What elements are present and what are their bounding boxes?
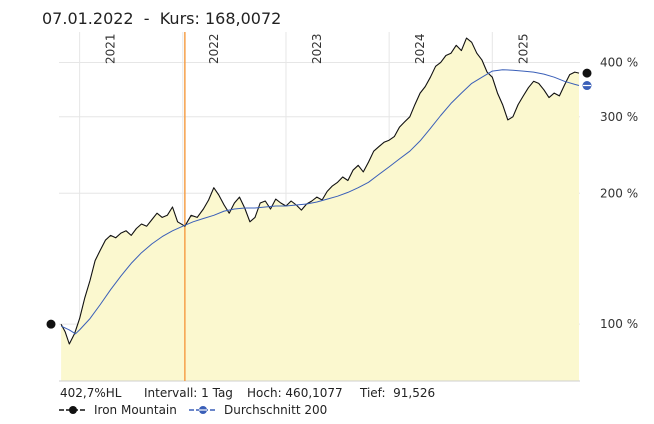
headline-price: Kurs: 168,0072 — [159, 9, 282, 28]
end-price-marker — [582, 68, 592, 78]
x-tick-label-0: 2021 — [104, 33, 118, 64]
x-tick-label-4: 2025 — [516, 33, 530, 64]
price-area — [61, 38, 580, 381]
x-tick-label-3: 2024 — [413, 33, 427, 64]
headline-date: 07.01.2022 — [42, 9, 134, 28]
x-tick-label-2: 2023 — [310, 33, 324, 64]
chart-headline: 07.01.2022 - Kurs: 168,0072 — [42, 9, 281, 28]
y-tick-label-1: 200 % — [600, 186, 638, 200]
legend-swatch-average-icon — [189, 406, 217, 414]
start-marker — [46, 319, 56, 329]
stat-high: Hoch: 460,1077 — [247, 386, 343, 400]
legend-item-iron-mountain[interactable]: Iron Mountain — [58, 403, 177, 417]
stat-low: Tief: 91,526 — [360, 386, 436, 400]
average-line — [60, 69, 580, 335]
legend-item-average[interactable]: Durchschnitt 200 — [188, 403, 327, 417]
stat-interval: Intervall: 1 Tag — [144, 386, 233, 400]
y-tick-label-0: 100 % — [600, 317, 638, 331]
legend-label-iron-mountain: Iron Mountain — [94, 403, 177, 417]
legend-swatch-price-icon — [59, 406, 87, 414]
legend-label-average: Durchschnitt 200 — [224, 403, 328, 417]
y-tick-label-3: 400 % — [600, 55, 638, 69]
stat-performance: 402,7%HL — [60, 386, 122, 400]
price-line — [60, 37, 580, 345]
x-tick-label-1: 2022 — [207, 33, 221, 64]
headline-separator: - — [133, 9, 160, 28]
y-tick-label-2: 300 % — [600, 110, 638, 124]
